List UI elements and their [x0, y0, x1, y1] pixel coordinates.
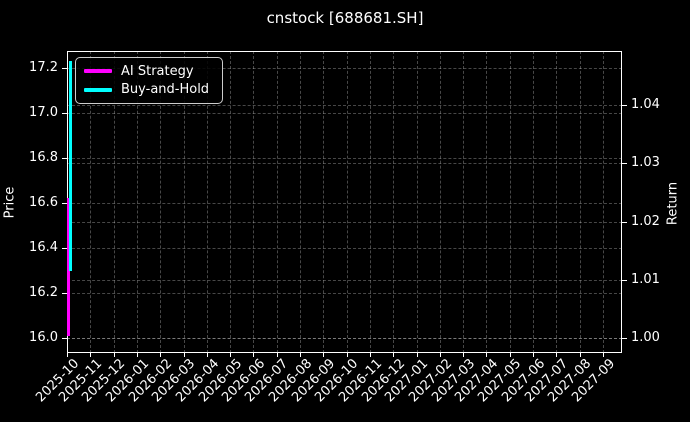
y-tick-right: [622, 338, 627, 339]
x-tick: [160, 353, 162, 357]
legend-swatch-buy-and-hold-line-icon: [84, 87, 112, 92]
y-tick-right: [622, 105, 627, 106]
y-tick-label-left: 16.8: [29, 150, 58, 165]
x-tick: [300, 353, 302, 357]
legend-entry-ai-strategy: AI Strategy: [84, 64, 214, 79]
gridline-vertical: [136, 51, 138, 353]
legend: AI Strategy Buy-and-Hold: [75, 57, 223, 104]
gridline-vertical: [206, 51, 208, 353]
gridline-vertical: [486, 51, 488, 353]
x-tick: [369, 353, 371, 357]
gridline-horizontal: [67, 221, 622, 223]
series-line-buy-and-hold: [68, 61, 72, 271]
gridline-vertical: [579, 51, 581, 353]
y-tick-label-right: 1.04: [631, 97, 660, 112]
gridline-vertical: [346, 51, 348, 353]
gridline-vertical: [253, 51, 255, 353]
x-tick: [183, 353, 185, 357]
gridline-vertical: [300, 51, 302, 353]
y-tick-left: [62, 68, 67, 69]
gridline-vertical: [463, 51, 465, 353]
y-tick-left: [62, 113, 67, 114]
x-tick: [67, 353, 68, 357]
y-tick-right: [622, 221, 627, 223]
gridline-vertical: [556, 51, 558, 353]
x-tick: [113, 353, 115, 357]
gridline-vertical: [509, 51, 511, 353]
x-tick: [579, 353, 581, 357]
x-tick: [90, 353, 92, 357]
gridline-vertical: [369, 51, 371, 353]
y-tick-label-left: 17.0: [29, 105, 58, 120]
gridline-vertical: [603, 51, 604, 353]
y-tick-label-left: 16.0: [29, 330, 58, 345]
y-tick-label-left: 16.6: [29, 195, 58, 210]
x-tick: [486, 353, 488, 357]
x-tick: [323, 353, 325, 357]
gridline-horizontal: [67, 113, 622, 114]
x-tick: [393, 353, 395, 357]
x-tick: [346, 353, 348, 357]
chart-title: cnstock [688681.SH]: [266, 9, 424, 27]
x-tick: [533, 353, 535, 357]
legend-label-buy-and-hold: Buy-and-Hold: [121, 82, 210, 98]
gridline-vertical: [276, 51, 278, 353]
y-tick-left: [62, 338, 67, 339]
gridline-vertical: [393, 51, 395, 353]
y-tick-left: [62, 158, 67, 159]
x-tick: [136, 353, 138, 357]
x-tick: [556, 353, 558, 357]
gridline-horizontal: [67, 338, 622, 339]
gridline-vertical: [113, 51, 115, 353]
gridline-vertical: [323, 51, 325, 353]
x-tick: [276, 353, 278, 357]
gridline-vertical: [90, 51, 92, 353]
gridline-vertical: [416, 51, 418, 353]
x-tick: [439, 353, 441, 357]
x-tick: [206, 353, 208, 357]
gridline-horizontal: [67, 203, 622, 204]
gridline-horizontal: [67, 279, 622, 281]
gridline-horizontal: [67, 338, 622, 339]
y-tick-left: [62, 248, 67, 249]
y-tick-label-left: 16.2: [29, 285, 58, 300]
x-tick: [230, 353, 232, 357]
legend-label-ai-strategy: AI Strategy: [121, 63, 194, 79]
x-tick: [463, 353, 465, 357]
y-tick-right: [622, 163, 627, 165]
gridline-vertical: [533, 51, 535, 353]
x-tick: [603, 353, 604, 357]
y-tick-label-right: 1.03: [631, 155, 660, 171]
gridline-horizontal: [67, 105, 622, 106]
gridline-horizontal: [67, 158, 622, 159]
y-tick-label-right: 1.02: [631, 213, 660, 229]
gridline-horizontal: [67, 293, 622, 294]
y-tick-label-left: 17.2: [29, 60, 58, 75]
y-axis-label-price: Price: [2, 186, 18, 219]
x-tick: [509, 353, 511, 357]
legend-swatch-ai-strategy-line-icon: [84, 69, 112, 74]
gridline-vertical: [230, 51, 232, 353]
y-tick-right: [622, 279, 627, 281]
gridline-horizontal: [67, 163, 622, 165]
legend-entry-buy-and-hold: Buy-and-Hold: [84, 82, 214, 97]
gridline-horizontal: [67, 248, 622, 249]
y-tick-label-right: 1.00: [631, 330, 660, 345]
gridline-vertical: [439, 51, 441, 353]
y-tick-left: [62, 293, 67, 294]
y-axis-label-return: Return: [665, 181, 681, 226]
gridline-vertical: [183, 51, 185, 353]
y-tick-left: [62, 203, 67, 204]
gridline-vertical: [160, 51, 162, 353]
x-tick: [416, 353, 418, 357]
y-tick-label-right: 1.01: [631, 271, 660, 287]
gridline-horizontal: [67, 68, 622, 69]
y-tick-label-left: 16.4: [29, 240, 58, 255]
x-tick: [253, 353, 255, 357]
